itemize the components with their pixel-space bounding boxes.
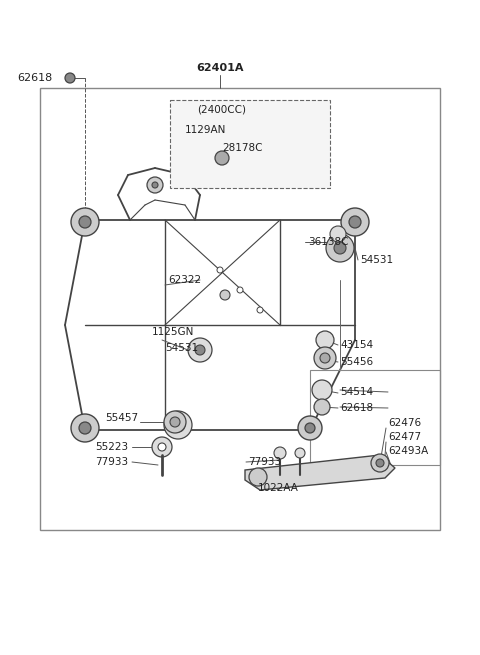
Text: 55223: 55223 bbox=[95, 442, 128, 452]
Circle shape bbox=[312, 380, 332, 400]
Text: 62401A: 62401A bbox=[196, 63, 244, 73]
Text: (2400CC): (2400CC) bbox=[197, 105, 247, 115]
Text: 43154: 43154 bbox=[340, 340, 373, 350]
Circle shape bbox=[274, 447, 286, 459]
Circle shape bbox=[314, 347, 336, 369]
Text: 54531: 54531 bbox=[360, 255, 393, 265]
Text: 62322: 62322 bbox=[168, 275, 201, 285]
Text: 62477: 62477 bbox=[388, 432, 421, 442]
Circle shape bbox=[257, 307, 263, 313]
Circle shape bbox=[326, 234, 354, 262]
Circle shape bbox=[188, 338, 212, 362]
Text: 77933: 77933 bbox=[95, 457, 128, 467]
Circle shape bbox=[164, 411, 192, 439]
Text: 62618: 62618 bbox=[17, 73, 52, 83]
Bar bbox=[310, 370, 440, 465]
Text: 62476: 62476 bbox=[388, 418, 421, 428]
Text: 77933: 77933 bbox=[248, 457, 281, 467]
Circle shape bbox=[217, 267, 223, 273]
Text: 55457: 55457 bbox=[105, 413, 138, 423]
Circle shape bbox=[371, 454, 389, 472]
Circle shape bbox=[158, 443, 166, 451]
Text: 54531: 54531 bbox=[165, 343, 198, 353]
Circle shape bbox=[249, 468, 267, 486]
Circle shape bbox=[298, 416, 322, 440]
Circle shape bbox=[65, 73, 75, 83]
Circle shape bbox=[152, 437, 172, 457]
Circle shape bbox=[314, 399, 330, 415]
Circle shape bbox=[320, 353, 330, 363]
Circle shape bbox=[147, 177, 163, 193]
Text: 62493A: 62493A bbox=[388, 446, 428, 456]
Circle shape bbox=[237, 287, 243, 293]
Circle shape bbox=[215, 151, 229, 165]
Circle shape bbox=[334, 242, 346, 254]
Circle shape bbox=[220, 290, 230, 300]
Bar bbox=[170, 100, 330, 188]
Text: 28178C: 28178C bbox=[222, 143, 263, 153]
Polygon shape bbox=[245, 455, 395, 490]
Circle shape bbox=[171, 418, 185, 432]
Circle shape bbox=[341, 208, 369, 236]
Text: 1022AA: 1022AA bbox=[258, 483, 299, 493]
Circle shape bbox=[376, 459, 384, 467]
Circle shape bbox=[164, 411, 186, 433]
Circle shape bbox=[349, 216, 361, 228]
Circle shape bbox=[330, 226, 346, 242]
Text: 1125GN: 1125GN bbox=[152, 327, 194, 337]
Circle shape bbox=[79, 216, 91, 228]
Circle shape bbox=[152, 182, 158, 188]
Text: 55456: 55456 bbox=[340, 357, 373, 367]
Bar bbox=[40, 88, 440, 530]
Circle shape bbox=[316, 331, 334, 349]
Circle shape bbox=[71, 414, 99, 442]
Circle shape bbox=[170, 417, 180, 427]
Text: 1129AN: 1129AN bbox=[185, 125, 227, 135]
Circle shape bbox=[295, 448, 305, 458]
Circle shape bbox=[305, 423, 315, 433]
Circle shape bbox=[71, 208, 99, 236]
Circle shape bbox=[79, 422, 91, 434]
Text: 54514: 54514 bbox=[340, 387, 373, 397]
Text: 36138C: 36138C bbox=[308, 237, 348, 247]
Circle shape bbox=[195, 345, 205, 355]
Text: 62618: 62618 bbox=[340, 403, 373, 413]
